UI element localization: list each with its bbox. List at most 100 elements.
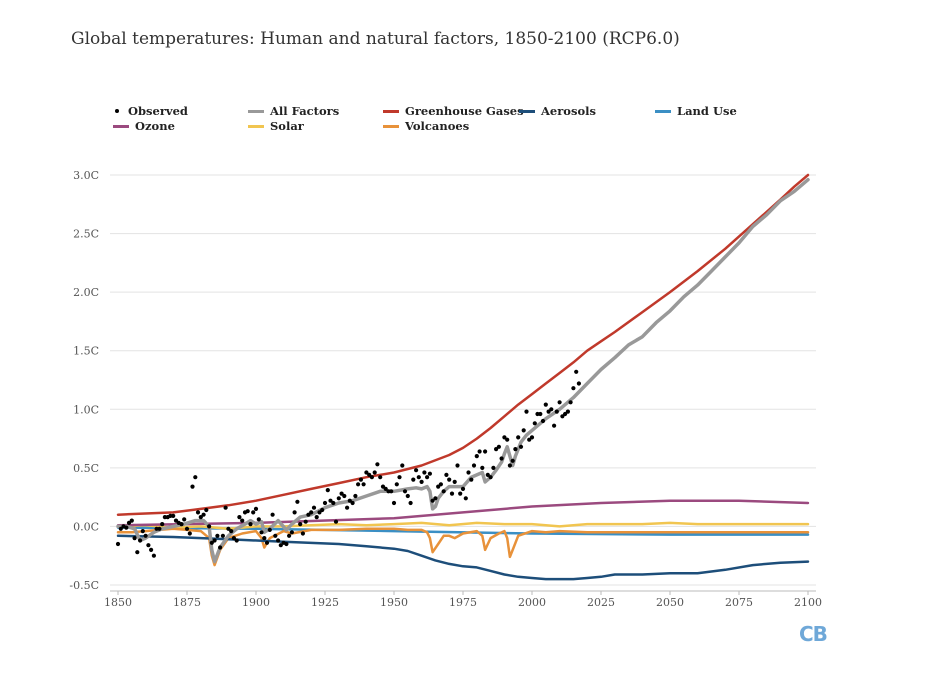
chart-title: Global temperatures: Human and natural f…: [71, 29, 680, 49]
observed-point: [333, 519, 339, 524]
x-tick-label: 2050: [656, 596, 684, 609]
observed-point: [284, 541, 289, 547]
y-tick-label: 0.5C: [73, 462, 99, 475]
observed-point: [198, 515, 203, 520]
observed-point: [245, 509, 250, 514]
x-tick-label: 1900: [242, 596, 270, 609]
brand-logo: CB: [799, 622, 828, 646]
observed-point: [532, 421, 537, 426]
x-tick-label: 2025: [587, 596, 615, 609]
observed-point: [411, 477, 416, 482]
legend-item-aerosols[interactable]: Aerosols: [519, 104, 596, 118]
legend-item-land-use[interactable]: Land Use: [655, 104, 737, 118]
observed-point: [422, 470, 427, 475]
observed-point: [383, 486, 388, 491]
observed-point: [126, 520, 132, 526]
observed-point: [187, 531, 192, 536]
observed-point: [444, 472, 449, 477]
observed-point: [322, 500, 328, 506]
y-tick-label: 1.0C: [73, 403, 99, 416]
observed-point: [358, 477, 363, 482]
observed-point: [364, 470, 369, 475]
observed-point: [480, 465, 485, 470]
observed-point: [331, 500, 336, 506]
observed-point: [510, 458, 515, 463]
observed-point: [278, 543, 283, 548]
observed-point: [361, 482, 366, 487]
observed-point: [496, 444, 501, 449]
observed-point: [513, 447, 518, 452]
observed-point: [220, 533, 225, 538]
observed-point: [182, 517, 187, 522]
observed-point: [317, 510, 322, 515]
observed-point: [447, 477, 452, 482]
x-tick-label: 1950: [380, 596, 408, 609]
legend-item-greenhouse-gases[interactable]: Greenhouse Gases: [383, 104, 524, 118]
legend-swatch: [113, 124, 129, 128]
y-tick-label: -0.5C: [69, 579, 99, 592]
observed-point: [463, 496, 468, 501]
observed-point: [140, 529, 145, 534]
observed-point: [419, 479, 424, 484]
observed-point: [328, 498, 333, 503]
observed-point: [499, 456, 504, 461]
observed-point: [306, 512, 311, 517]
observed-point: [408, 500, 413, 506]
series-line-aerosols: [116, 534, 810, 581]
x-tick-label: 2000: [518, 596, 546, 609]
observed-point: [287, 533, 292, 538]
observed-point: [350, 500, 355, 506]
legend-item-volcanoes[interactable]: Volcanoes: [383, 119, 469, 133]
series-line-all-factors: [116, 177, 810, 564]
observed-point: [270, 512, 275, 517]
observed-point: [571, 386, 576, 391]
observed-point: [314, 515, 319, 520]
observed-point: [466, 470, 471, 475]
observed-point: [438, 482, 443, 487]
observed-point: [115, 541, 121, 547]
legend-swatch: [248, 109, 264, 113]
observed-point: [400, 463, 405, 468]
y-tick-label: 0.0C: [73, 520, 99, 533]
observed-point: [477, 449, 482, 454]
observed-point: [212, 538, 217, 543]
observed-point: [502, 435, 507, 440]
observed-point: [218, 545, 223, 550]
observed-point: [226, 526, 231, 531]
legend-label: Aerosols: [541, 104, 596, 118]
legend-label: Land Use: [677, 104, 737, 118]
legend-item-all-factors[interactable]: All Factors: [248, 104, 339, 118]
observed-point: [248, 522, 253, 527]
legend-item-solar[interactable]: Solar: [248, 119, 304, 133]
observed-point: [474, 454, 479, 459]
series-line-solar: [116, 521, 810, 531]
x-tick-label: 1925: [311, 596, 339, 609]
legend: Observed All Factors Greenhouse Gases Ae…: [110, 104, 810, 138]
observed-point: [157, 526, 162, 531]
observed-point: [521, 428, 526, 433]
observed-point: [129, 518, 134, 523]
observed-point: [264, 540, 270, 545]
observed-point: [538, 411, 543, 417]
observed-point: [124, 525, 129, 530]
observed-point: [565, 409, 571, 414]
legend-label: Volcanoes: [405, 119, 470, 133]
observed-point: [441, 489, 446, 494]
legend-swatch: [519, 109, 535, 113]
observed-point: [135, 550, 140, 555]
y-tick-label: 2.5C: [73, 228, 99, 241]
legend-item-observed[interactable]: Observed: [110, 104, 188, 118]
observed-point: [527, 437, 532, 442]
legend-item-ozone[interactable]: Ozone: [113, 119, 175, 133]
legend-label: Ozone: [135, 119, 175, 133]
observed-point: [298, 522, 303, 527]
observed-point: [347, 498, 352, 503]
observed-point: [345, 505, 350, 510]
x-tick-label: 1850: [104, 596, 132, 609]
observed-point: [292, 510, 297, 515]
observed-point: [336, 496, 341, 501]
series-line-greenhouse-gases: [116, 173, 810, 516]
legend-label: Observed: [128, 104, 188, 118]
observed-point: [460, 486, 466, 491]
